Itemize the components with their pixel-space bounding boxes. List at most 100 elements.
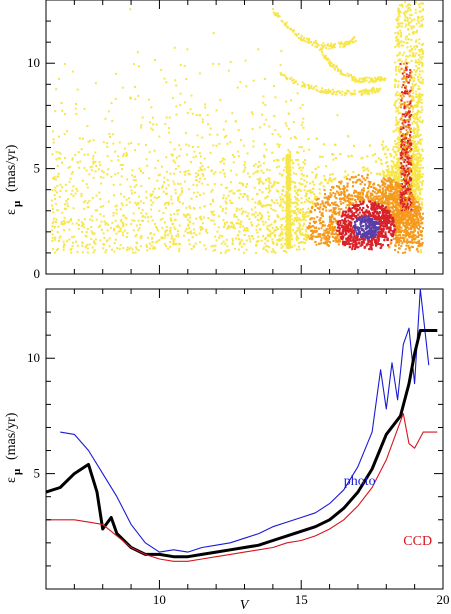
scatter-point <box>290 223 293 226</box>
scatter-point <box>357 197 360 200</box>
scatter-point <box>418 148 421 151</box>
scatter-point <box>326 232 329 235</box>
scatter-point <box>354 223 357 226</box>
scatter-point <box>419 197 422 200</box>
scatter-point <box>392 191 395 194</box>
scatter-point <box>389 181 392 184</box>
scatter-point <box>359 222 362 225</box>
scatter-point <box>367 210 370 213</box>
scatter-point <box>403 145 406 148</box>
scatter-point <box>332 202 335 205</box>
scatter-point <box>377 239 380 242</box>
scatter-point <box>395 207 398 210</box>
scatter-point <box>375 206 378 209</box>
scatter-point <box>411 110 414 113</box>
scatter-point <box>365 218 368 221</box>
scatter-point <box>376 207 379 210</box>
scatter-point <box>395 178 398 181</box>
scatter-point <box>394 191 397 194</box>
scatter-point <box>404 181 407 184</box>
scatter-point <box>332 207 335 210</box>
scatter-point <box>391 194 394 197</box>
scatter-point <box>363 198 366 201</box>
scatter-point <box>361 196 364 199</box>
scatter-point <box>341 225 344 228</box>
scatter-point <box>322 143 325 146</box>
scatter-point <box>368 243 371 246</box>
scatter-point <box>404 190 407 193</box>
scatter-point <box>413 175 416 178</box>
scatter-point <box>347 230 350 233</box>
scatter-point <box>263 154 266 157</box>
scatter-point <box>319 217 322 220</box>
scatter-point <box>399 170 402 173</box>
scatter-point <box>375 195 378 198</box>
scatter-point <box>344 233 347 236</box>
scatter-point <box>319 203 322 206</box>
scatter-point <box>404 229 407 232</box>
scatter-point <box>362 225 365 228</box>
scatter-point <box>281 206 284 209</box>
scatter-point <box>198 114 201 117</box>
scatter-point <box>402 223 405 226</box>
scatter-point <box>392 187 395 190</box>
scatter-point <box>299 183 302 186</box>
scatter-point <box>273 182 276 185</box>
scatter-point <box>413 185 416 188</box>
scatter-point <box>360 214 363 217</box>
scatter-point <box>377 191 380 194</box>
scatter-point <box>378 188 381 191</box>
scatter-point <box>402 240 405 243</box>
scatter-point <box>405 240 408 243</box>
scatter-point <box>346 194 349 197</box>
scatter-point <box>393 225 396 228</box>
scatter-point <box>334 203 337 206</box>
scatter-point <box>336 190 339 193</box>
scatter-point <box>418 155 421 158</box>
scatter-point <box>390 206 393 209</box>
scatter-point <box>330 180 333 183</box>
scatter-point <box>298 226 301 229</box>
scatter-point <box>416 201 419 204</box>
scatter-point <box>387 218 390 221</box>
scatter-point <box>190 161 193 164</box>
scatter-point <box>412 214 415 217</box>
scatter-point <box>417 245 420 248</box>
scatter-point <box>345 206 348 209</box>
scatter-point <box>419 159 422 162</box>
scatter-point <box>312 235 315 238</box>
scatter-point <box>387 226 390 229</box>
scatter-point <box>350 214 353 217</box>
scatter-point <box>332 153 335 156</box>
scatter-point <box>377 184 380 187</box>
scatter-point <box>390 239 393 242</box>
scatter-point <box>396 237 399 240</box>
scatter-point <box>383 210 386 213</box>
scatter-point <box>369 195 372 198</box>
scatter-point <box>392 237 395 240</box>
scatter-point <box>343 192 346 195</box>
scatter-point <box>292 223 295 226</box>
scatter-point <box>265 148 268 151</box>
scatter-point <box>350 194 353 197</box>
scatter-point <box>400 176 403 179</box>
scatter-point <box>411 54 414 57</box>
scatter-point <box>359 179 362 182</box>
scatter-point <box>410 154 413 157</box>
scatter-point <box>348 193 351 196</box>
scatter-point <box>384 233 387 236</box>
scatter-point <box>332 217 335 220</box>
scatter-point <box>341 229 344 232</box>
scatter-point <box>352 206 355 209</box>
scatter-point <box>391 187 394 190</box>
scatter-point <box>311 225 314 228</box>
scatter-point <box>395 227 398 230</box>
scatter-point <box>393 186 396 189</box>
scatter-point <box>319 222 322 225</box>
scatter-point <box>394 184 397 187</box>
scatter-point <box>311 230 314 233</box>
scatter-point <box>392 148 395 151</box>
scatter-point <box>377 237 380 240</box>
scatter-point <box>371 243 374 246</box>
scatter-point <box>395 226 398 229</box>
